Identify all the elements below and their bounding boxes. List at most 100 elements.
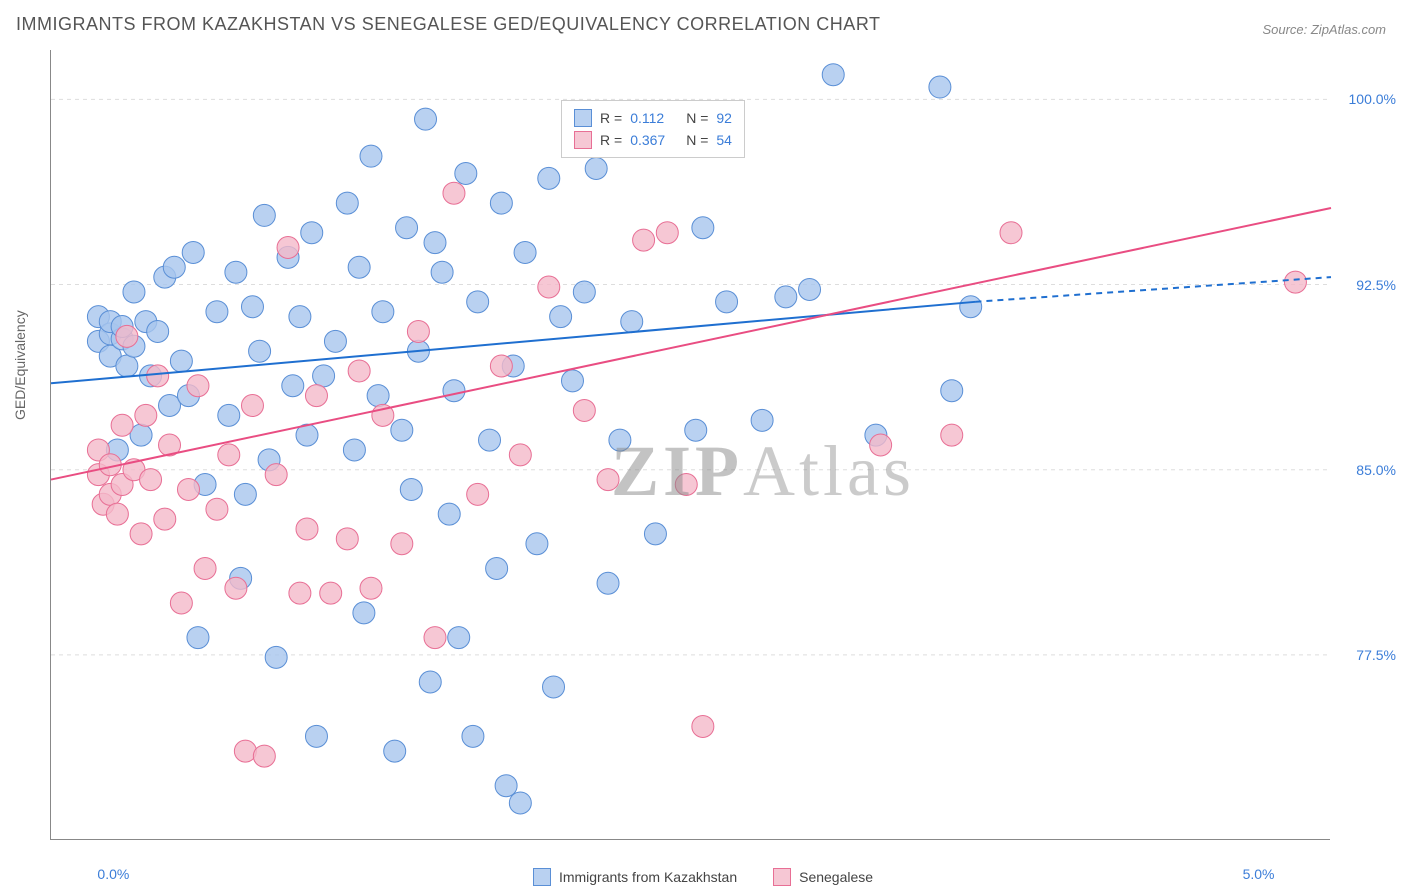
x-tick-label: 0.0% (97, 866, 129, 882)
scatter-point (822, 64, 844, 86)
scatter-point (353, 602, 375, 624)
scatter-point (538, 276, 560, 298)
legend-n-label: N = (686, 132, 708, 148)
scatter-point (391, 533, 413, 555)
source-attribution: Source: ZipAtlas.com (1262, 22, 1386, 37)
legend-r-value: 0.112 (630, 110, 678, 126)
scatter-point (656, 222, 678, 244)
scatter-point (313, 365, 335, 387)
scatter-point (550, 306, 572, 328)
legend-n-value: 54 (716, 132, 732, 148)
scatter-point (751, 409, 773, 431)
scatter-point (431, 261, 453, 283)
scatter-point (218, 404, 240, 426)
scatter-point (241, 296, 263, 318)
scatter-point (225, 577, 247, 599)
scatter-point (336, 192, 358, 214)
legend-row: R =0.367N =54 (574, 129, 732, 151)
scatter-point (348, 360, 370, 382)
chart-container: ZIPAtlas R = 0.112 N = 92R = 0.367 N = 54 (50, 50, 1330, 840)
scatter-point (509, 444, 531, 466)
y-axis-label: GED/Equivalency (12, 310, 28, 420)
legend-row: R = 0.112 N = 92 (574, 107, 732, 129)
scatter-point (182, 241, 204, 263)
scatter-point (206, 301, 228, 323)
scatter-point (123, 281, 145, 303)
scatter-point (234, 740, 256, 762)
scatter-point (218, 444, 240, 466)
legend-n-label: N = (686, 110, 708, 126)
scatter-point (561, 370, 583, 392)
scatter-point (140, 469, 162, 491)
scatter-point (490, 192, 512, 214)
scatter-point (467, 483, 489, 505)
scatter-point (265, 464, 287, 486)
scatter-point (467, 291, 489, 313)
scatter-point (289, 306, 311, 328)
scatter-point (573, 399, 595, 421)
chart-title: IMMIGRANTS FROM KAZAKHSTAN VS SENEGALESE… (16, 14, 880, 35)
scatter-point (396, 217, 418, 239)
scatter-point (301, 222, 323, 244)
scatter-point (495, 775, 517, 797)
scatter-point (187, 627, 209, 649)
scatter-point (282, 375, 304, 397)
scatter-point (163, 256, 185, 278)
scatter-point (194, 557, 216, 579)
scatter-point (438, 503, 460, 525)
legend-swatch (773, 868, 791, 886)
scatter-point (177, 478, 199, 500)
scatter-point (716, 291, 738, 313)
watermark-zip: ZIP (611, 431, 743, 511)
scatter-point (305, 725, 327, 747)
scatter-point (597, 572, 619, 594)
series-legend-item: Senegalese (773, 868, 873, 886)
legend-n-value: 92 (716, 110, 732, 126)
scatter-point (490, 355, 512, 377)
scatter-point (585, 158, 607, 180)
scatter-point (154, 508, 176, 530)
scatter-point (234, 483, 256, 505)
scatter-point (644, 523, 666, 545)
scatter-point (147, 320, 169, 342)
scatter-point (111, 414, 133, 436)
scatter-point (170, 350, 192, 372)
scatter-point (1284, 271, 1306, 293)
scatter-point (543, 676, 565, 698)
scatter-point (367, 385, 389, 407)
scatter-point (391, 419, 413, 441)
scatter-point (116, 325, 138, 347)
y-tick-label: 100.0% (1349, 91, 1396, 107)
scatter-point (265, 646, 287, 668)
scatter-point (448, 627, 470, 649)
scatter-point (960, 296, 982, 318)
scatter-point (538, 167, 560, 189)
scatter-point (170, 592, 192, 614)
scatter-point (253, 204, 275, 226)
scatter-point (455, 162, 477, 184)
scatter-point (407, 320, 429, 342)
legend-r-value: 0.367 (630, 132, 678, 148)
scatter-point (941, 424, 963, 446)
scatter-point (941, 380, 963, 402)
scatter-point (360, 145, 382, 167)
scatter-point (419, 671, 441, 693)
scatter-point (443, 182, 465, 204)
scatter-point (106, 503, 128, 525)
scatter-point (573, 281, 595, 303)
legend-r-label: R = (600, 110, 622, 126)
scatter-point (360, 577, 382, 599)
scatter-point (415, 108, 437, 130)
scatter-point (424, 232, 446, 254)
scatter-point (479, 429, 501, 451)
y-tick-label: 92.5% (1356, 277, 1396, 293)
scatter-point (424, 627, 446, 649)
scatter-point (289, 582, 311, 604)
legend-swatch (574, 131, 592, 149)
scatter-point (372, 301, 394, 323)
watermark-atlas: Atlas (743, 431, 915, 511)
scatter-point (400, 478, 422, 500)
scatter-point (514, 241, 536, 263)
scatter-point (187, 375, 209, 397)
scatter-point (241, 395, 263, 417)
